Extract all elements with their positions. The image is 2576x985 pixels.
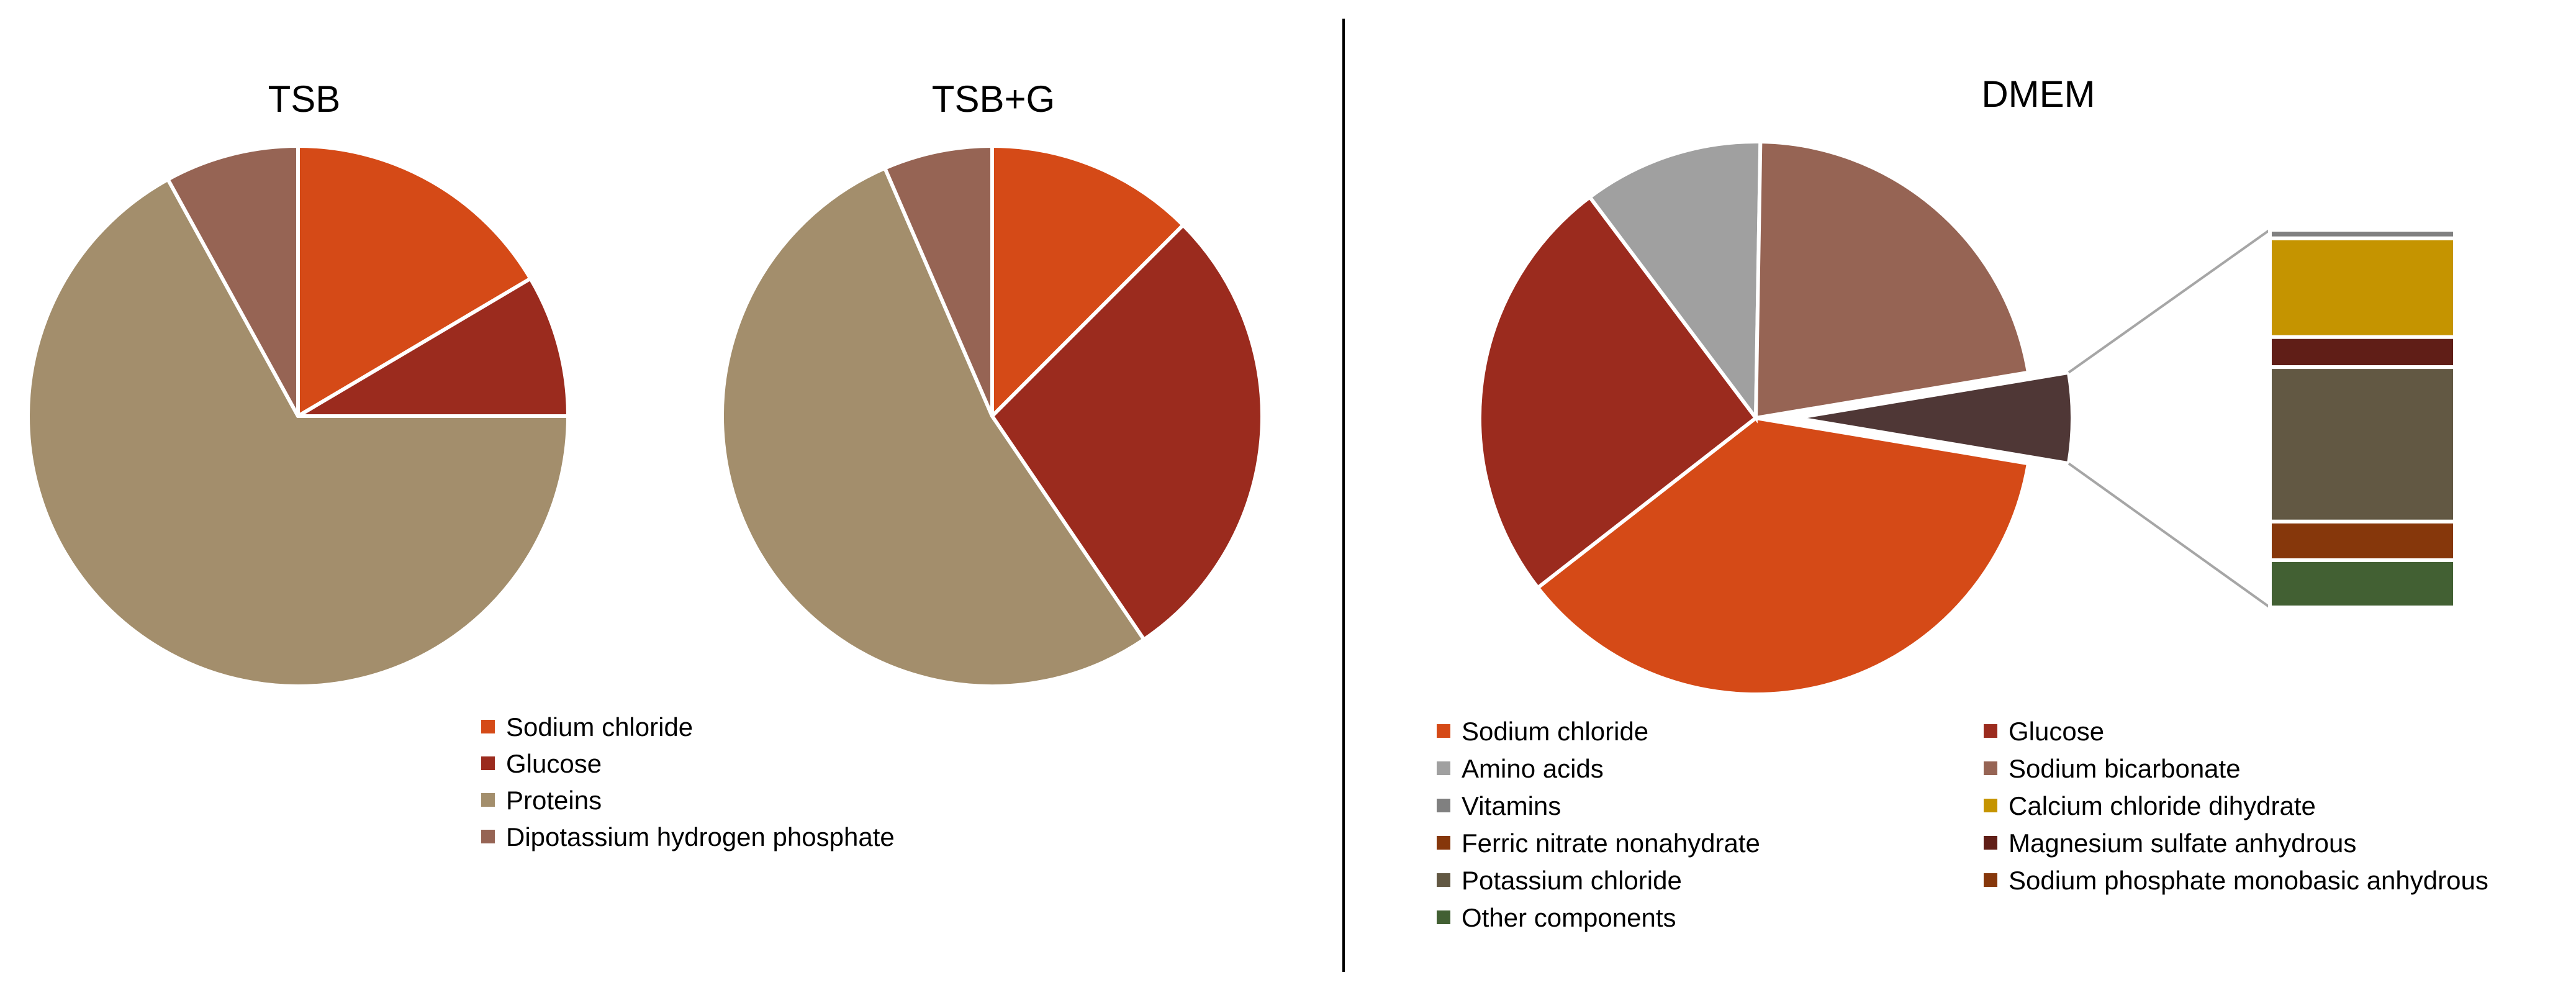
- dmem-legend-marker-sodium-bicarbonate: [1984, 761, 1997, 775]
- dmem-legend-label-sodium-bicarbonate: Sodium bicarbonate: [2009, 754, 2241, 783]
- tsb-legend-marker-sodium-chloride: [481, 720, 495, 733]
- tsb-slice-sodium-chloride: [296, 143, 533, 420]
- dmem-legend-marker-vitamins: [1437, 799, 1450, 812]
- dmem-legend-label-calcium-chloride-dihydrate: Calcium chloride dihydrate: [2009, 791, 2316, 820]
- tsb-legend-marker-glucose: [481, 756, 495, 770]
- dmem-bar-segment-magnesium-sulfate-anhydrous: [2268, 335, 2457, 370]
- tsbg-slice-proteins: [720, 165, 1147, 689]
- dmem-legend-label-vitamins: Vitamins: [1462, 791, 1561, 820]
- dmem-slice-glucose: [1478, 194, 1759, 591]
- dmem-legend-marker-potassium-chloride: [1437, 873, 1450, 887]
- dmem-slice-amino-acids: [1587, 140, 1763, 424]
- dmem-title: DMEM: [1981, 73, 2095, 115]
- tsb-legend: Sodium chloride Glucose Proteins Dipotassiu…: [481, 712, 895, 851]
- dmem-slice-other: [1796, 370, 2074, 466]
- dmem-slice-sodium-chloride: [1535, 415, 2031, 696]
- tsb-legend-label-dipotassium-hydrogen-phosphate: Dipotassium hydrogen phosphate: [506, 822, 895, 851]
- dmem-legend-marker-other-components: [1437, 910, 1450, 924]
- dmem-legend-marker-ferric-nitrate-nonahydrate: [1437, 836, 1450, 850]
- tsbg-pie: [720, 143, 1264, 689]
- dmem-legend: Sodium chloride Glucose Amino acids Sodium …: [1437, 717, 2488, 932]
- dmem-legend-label-glucose: Glucose: [2009, 717, 2104, 746]
- dmem-legend-label-amino-acids: Amino acids: [1462, 754, 1604, 783]
- dmem-bar-segment-potassium-chloride: [2268, 365, 2457, 524]
- dmem-legend-label-magnesium-sulfate-anhydrous: Magnesium sulfate anhydrous: [2009, 828, 2356, 858]
- dmem-slice-sodium-bicarbonate: [1753, 140, 2031, 420]
- dmem-connector-upper: [2068, 229, 2271, 374]
- dmem-bar-segment-sodium-phosphate-monobasic-anhydrous: [2268, 519, 2457, 563]
- dmem-legend-marker-magnesium-sulfate-anhydrous: [1984, 836, 1997, 850]
- tsb-slice-proteins: [26, 176, 571, 688]
- dmem-legend-marker-sodium-phosphate-monobasic-anhydrous: [1984, 873, 1997, 887]
- dmem-legend-label-sodium-chloride: Sodium chloride: [1462, 717, 1648, 746]
- dmem-legend-label-ferric-nitrate-nonahydrate: Ferric nitrate nonahydrate: [1462, 828, 1760, 858]
- dmem-pie: [1478, 140, 2074, 696]
- dmem-legend-marker-amino-acids: [1437, 761, 1450, 775]
- tsb-legend-label-sodium-chloride: Sodium chloride: [506, 712, 693, 742]
- tsb-legend-marker-dipotassium-hydrogen-phosphate: [481, 830, 495, 843]
- tsb-slice-glucose: [291, 276, 571, 418]
- tsb-legend-marker-proteins: [481, 793, 495, 807]
- tsbg-slice-dipotassium-hydrogen-phosphate: [882, 143, 994, 417]
- dmem-breakdown-bar: [2268, 228, 2457, 609]
- dmem-connector-lower: [2068, 462, 2271, 609]
- tsb-pie: [26, 143, 571, 688]
- dmem-legend-label-other-components: Other components: [1462, 903, 1676, 932]
- dmem-legend-marker-glucose: [1984, 724, 1997, 738]
- dmem-legend-marker-calcium-chloride-dihydrate: [1984, 799, 1997, 812]
- tsbg-slice-sodium-chloride: [990, 143, 1186, 421]
- tsb-title: TSB: [268, 78, 341, 120]
- tsb-slice-dipotassium-hydrogen-phosphate: [165, 143, 300, 417]
- dmem-bar-segment-other-components: [2268, 558, 2457, 609]
- tsb-legend-label-glucose: Glucose: [506, 749, 602, 778]
- dmem-legend-label-potassium-chloride: Potassium chloride: [1462, 866, 1682, 895]
- dmem-legend-marker-sodium-chloride: [1437, 724, 1450, 738]
- tsb-legend-label-proteins: Proteins: [506, 786, 602, 815]
- tsbg-slice-glucose: [990, 222, 1264, 642]
- dmem-bar-segment-calcium-chloride-dihydrate: [2268, 236, 2457, 339]
- tsbg-title: TSB+G: [932, 78, 1055, 120]
- dmem-connector-lines: [2068, 229, 2271, 609]
- dmem-legend-label-sodium-phosphate-monobasic-anhydrous: Sodium phosphate monobasic anhydrous: [2009, 866, 2488, 895]
